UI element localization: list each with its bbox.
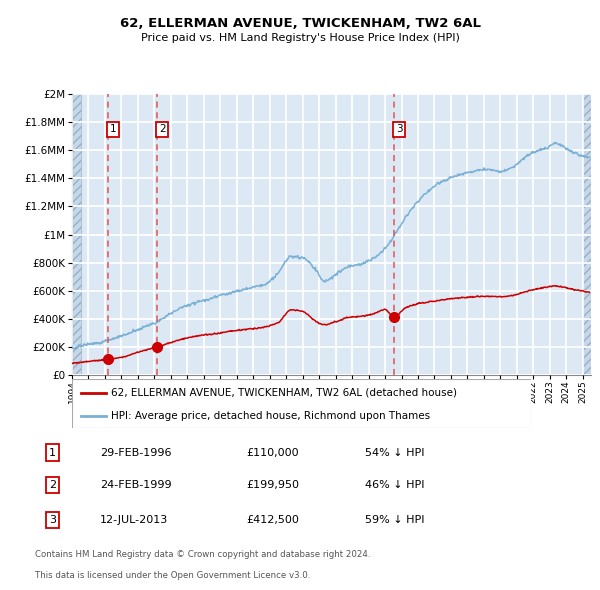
Text: £110,000: £110,000 [246,448,299,457]
Text: Contains HM Land Registry data © Crown copyright and database right 2024.: Contains HM Land Registry data © Crown c… [35,550,371,559]
Text: 2: 2 [159,124,166,135]
FancyBboxPatch shape [72,379,531,428]
Text: 46% ↓ HPI: 46% ↓ HPI [365,480,424,490]
Bar [583,94,592,375]
Text: 12-JUL-2013: 12-JUL-2013 [100,515,169,525]
Text: £199,950: £199,950 [246,480,299,490]
Text: 29-FEB-1996: 29-FEB-1996 [100,448,172,457]
Text: 24-FEB-1999: 24-FEB-1999 [100,480,172,490]
Bar [583,94,592,375]
Text: 2: 2 [49,480,56,490]
Text: 1: 1 [49,448,56,457]
Text: 62, ELLERMAN AVENUE, TWICKENHAM, TW2 6AL: 62, ELLERMAN AVENUE, TWICKENHAM, TW2 6AL [119,17,481,30]
Text: This data is licensed under the Open Government Licence v3.0.: This data is licensed under the Open Gov… [35,571,311,579]
Text: 3: 3 [49,515,56,525]
Text: Price paid vs. HM Land Registry's House Price Index (HPI): Price paid vs. HM Land Registry's House … [140,34,460,43]
Text: £412,500: £412,500 [246,515,299,525]
Text: 3: 3 [396,124,403,135]
Text: 59% ↓ HPI: 59% ↓ HPI [365,515,424,525]
Text: 62, ELLERMAN AVENUE, TWICKENHAM, TW2 6AL (detached house): 62, ELLERMAN AVENUE, TWICKENHAM, TW2 6AL… [111,388,457,398]
Text: HPI: Average price, detached house, Richmond upon Thames: HPI: Average price, detached house, Rich… [111,411,430,421]
Text: 1: 1 [110,124,116,135]
Bar [72,94,81,375]
Text: 54% ↓ HPI: 54% ↓ HPI [365,448,424,457]
Bar [72,94,81,375]
